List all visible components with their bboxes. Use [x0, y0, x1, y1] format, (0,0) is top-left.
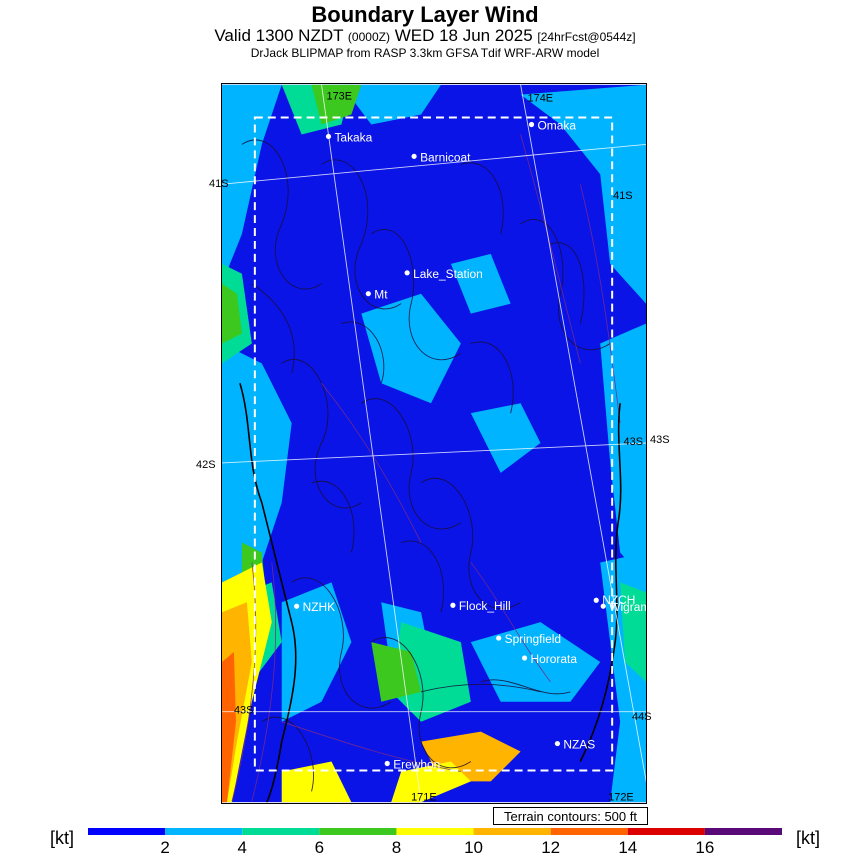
colorbar-swatch [242, 828, 320, 835]
graticule-labels: 173E 174E 41S 43S 43S 171E 172E [234, 91, 643, 803]
svg-text:172E: 172E [608, 791, 634, 803]
svg-text:Barnicoat: Barnicoat [420, 150, 471, 164]
svg-text:173E: 173E [327, 91, 353, 103]
colorbar-tick-label: 6 [315, 838, 324, 857]
colorbar-swatch [396, 828, 474, 835]
place-barnicoat[interactable]: Barnicoat [411, 150, 472, 164]
model-info: DrJack BLIPMAP from RASP 3.3km GFSA Tdif… [250, 46, 600, 60]
place-omaka[interactable]: Omaka [528, 118, 577, 132]
unit-right: [kt] [796, 828, 821, 848]
colorbar-swatch [473, 828, 551, 835]
valid-time: Valid 1300 NZDT [214, 26, 344, 45]
place-mt[interactable]: Mt [365, 288, 389, 302]
colorbar-swatches [88, 828, 782, 835]
colorbar-tick-label: 8 [392, 838, 401, 857]
colorbar-swatch [627, 828, 705, 835]
colorbar: 2 4 6 8 10 12 14 16 [88, 828, 782, 857]
colorbar-tick-label: 2 [160, 838, 169, 857]
colorbar-tick-label: 16 [695, 838, 714, 857]
place-erewhon[interactable]: Erewhon [384, 757, 441, 771]
unit-left: [kt] [50, 828, 75, 848]
svg-text:NZCH: NZCH [602, 593, 635, 607]
svg-text:174E: 174E [528, 93, 554, 105]
wind-map[interactable]: Takaka Omaka Barnicoat Lake_Station Mt N… [221, 83, 647, 804]
svg-text:Takaka: Takaka [334, 130, 372, 144]
utc-time: (0000Z) [347, 30, 390, 44]
terrain-note: Terrain contours: 500 ft [493, 807, 648, 825]
svg-text:41S: 41S [613, 190, 632, 202]
lat-label-42s: 42S [196, 459, 216, 471]
place-springfield[interactable]: Springfield [496, 632, 561, 646]
lat-label-41s: 41S [209, 178, 229, 190]
svg-text:NZHK: NZHK [303, 600, 336, 614]
terrain-contours [241, 139, 611, 792]
colorbar-swatch [319, 828, 397, 835]
colorbar-swatch [165, 828, 243, 835]
svg-text:Lake_Station: Lake_Station [413, 267, 483, 281]
place-nzhk[interactable]: NZHK [294, 600, 335, 614]
coastline-east [579, 403, 622, 762]
colorbar-tick-label: 10 [464, 838, 483, 857]
colorbar-tick-label: 4 [237, 838, 246, 857]
svg-text:Flock_Hill: Flock_Hill [459, 599, 511, 613]
place-nzas[interactable]: NZAS [554, 738, 595, 752]
colorbar-swatch [704, 828, 782, 835]
valid-time-line: Valid 1300 NZDT (0000Z) WED 18 Jun 2025 … [0, 26, 850, 46]
chart-title: Boundary Layer Wind [311, 2, 539, 27]
colorbar-tick-label: 12 [541, 838, 560, 857]
place-takaka[interactable]: Takaka [325, 130, 373, 144]
place-markers: Takaka Omaka Barnicoat Lake_Station Mt N… [294, 118, 647, 771]
forecast-info: [24hrFcst@0544z] [537, 30, 636, 44]
svg-text:171E: 171E [411, 791, 437, 803]
lat-label-44s: 44S [632, 711, 652, 723]
place-hororata[interactable]: Hororata [521, 652, 578, 666]
svg-text:Omaka: Omaka [538, 118, 577, 132]
colorbar-tick-label: 14 [618, 838, 637, 857]
place-lake-station[interactable]: Lake_Station [404, 267, 483, 281]
place-flock-hill[interactable]: Flock_Hill [450, 599, 511, 613]
wind-field-high [222, 562, 521, 803]
graticule [222, 84, 646, 803]
svg-text:43S: 43S [624, 436, 643, 448]
lat-label-43s-east: 43S [650, 434, 670, 446]
svg-text:43S: 43S [234, 705, 253, 717]
svg-text:Springfield: Springfield [505, 632, 561, 646]
svg-text:Mt: Mt [374, 288, 388, 302]
place-nzch[interactable]: NZCH [593, 593, 636, 607]
svg-text:Hororata: Hororata [531, 652, 578, 666]
place-wigram[interactable]: Wigram [600, 600, 647, 614]
svg-text:Erewhon: Erewhon [393, 757, 440, 771]
colorbar-swatch [88, 828, 166, 835]
svg-text:Wigram: Wigram [609, 600, 647, 614]
colorbar-swatch [550, 828, 628, 835]
svg-text:NZAS: NZAS [563, 738, 595, 752]
coastline [239, 383, 297, 803]
valid-date: WED 18 Jun 2025 [394, 26, 533, 45]
colorbar-tick-labels: 2 4 6 8 10 12 14 16 [160, 838, 714, 857]
